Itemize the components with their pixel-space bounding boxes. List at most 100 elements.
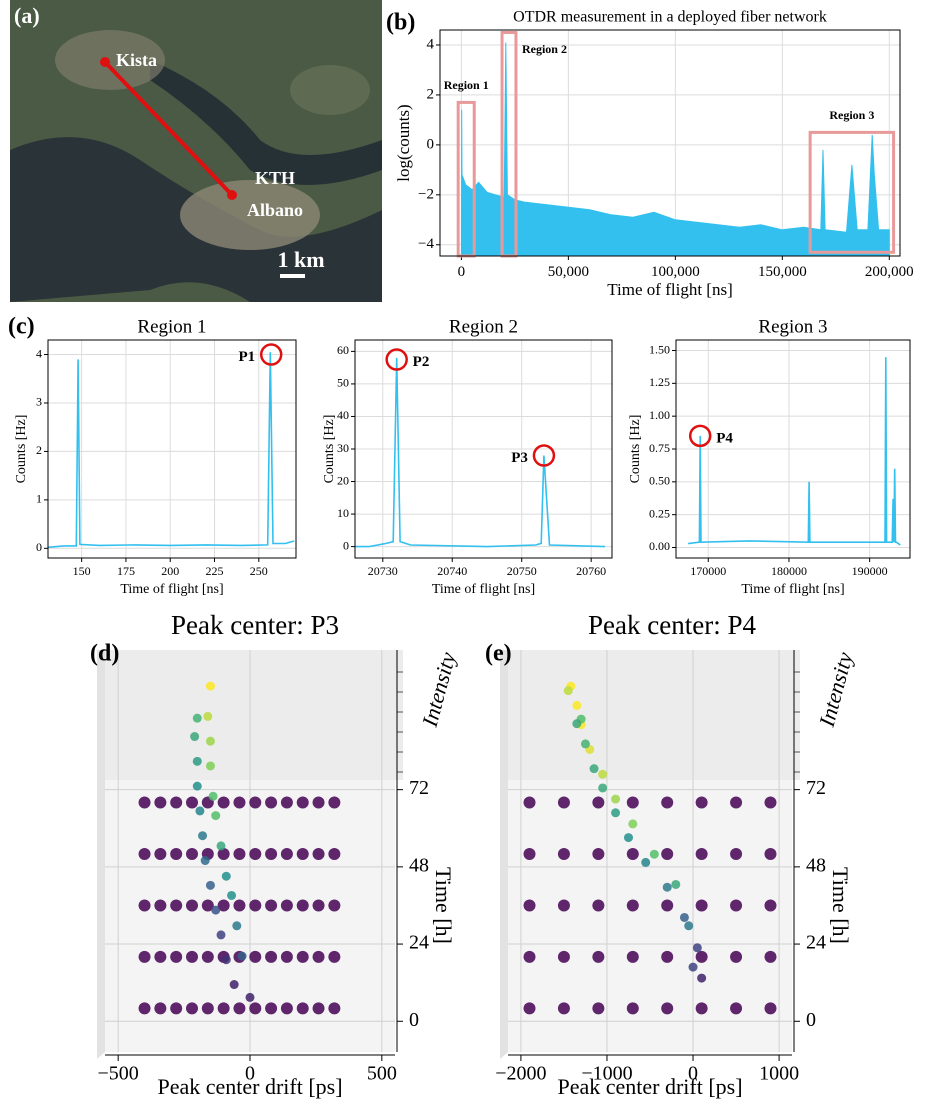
x-tick-label: 190000 bbox=[852, 564, 888, 578]
x-tick-label: 0 bbox=[458, 264, 466, 280]
y-tick-label: −4 bbox=[418, 236, 434, 252]
plot-frame bbox=[354, 339, 613, 559]
point bbox=[245, 992, 255, 1002]
side-wall bbox=[500, 650, 508, 1059]
point bbox=[764, 796, 777, 809]
point bbox=[695, 1002, 708, 1015]
y-tick-label: 2 bbox=[36, 443, 42, 457]
map-urban bbox=[55, 30, 165, 90]
point bbox=[192, 781, 202, 791]
point bbox=[249, 847, 262, 860]
map-panel: (a) Kista KTH Albano 1 km bbox=[10, 0, 382, 302]
point bbox=[661, 796, 674, 809]
point bbox=[296, 950, 309, 963]
y-tick-label: 24 bbox=[806, 932, 826, 954]
point bbox=[628, 819, 638, 829]
point bbox=[557, 847, 570, 860]
point bbox=[730, 847, 743, 860]
point bbox=[611, 794, 621, 804]
peak-marker bbox=[532, 444, 556, 467]
chart-title: Region 3 bbox=[758, 316, 827, 337]
x-axis-label: Time of flight [ns] bbox=[120, 582, 223, 597]
y-axis-label: Counts [Hz] bbox=[628, 415, 643, 484]
point bbox=[265, 899, 278, 912]
y-tick-label: 1.50 bbox=[649, 342, 670, 356]
floor bbox=[508, 780, 792, 1052]
y-tick-label: 0 bbox=[409, 1009, 419, 1031]
place-label: KTH bbox=[255, 168, 295, 188]
point bbox=[203, 711, 213, 721]
chart-title: OTDR measurement in a deployed fiber net… bbox=[513, 9, 827, 26]
x-tick-label: 0 bbox=[688, 1063, 698, 1085]
x-axis-label: Time of flight [ns] bbox=[432, 582, 535, 597]
point bbox=[138, 950, 151, 963]
chart-title: Region 2 bbox=[449, 316, 518, 337]
back-wall bbox=[500, 650, 800, 780]
point bbox=[154, 950, 167, 963]
plot-frame bbox=[439, 29, 901, 257]
point bbox=[192, 713, 202, 723]
point bbox=[296, 796, 309, 809]
point bbox=[221, 871, 231, 881]
y-tick-label: 60 bbox=[337, 343, 349, 357]
point bbox=[730, 950, 743, 963]
point bbox=[312, 899, 325, 912]
point bbox=[211, 905, 221, 915]
point bbox=[764, 847, 777, 860]
point bbox=[233, 1002, 246, 1015]
point bbox=[626, 899, 639, 912]
point bbox=[217, 899, 230, 912]
point bbox=[328, 899, 341, 912]
y-tick-label: 48 bbox=[806, 854, 826, 876]
point bbox=[589, 764, 599, 774]
y-tick-label: 2 bbox=[427, 86, 435, 102]
point bbox=[730, 1002, 743, 1015]
y-tick-label: 1.00 bbox=[649, 408, 670, 422]
point bbox=[557, 899, 570, 912]
y-axis-label: Time [h] bbox=[431, 867, 456, 944]
point bbox=[265, 796, 278, 809]
x-tick-label: 200 bbox=[161, 564, 179, 578]
place-label: Albano bbox=[247, 200, 303, 220]
point bbox=[265, 847, 278, 860]
peak-label: P4 bbox=[716, 430, 733, 446]
y-tick-label: 0 bbox=[806, 1009, 816, 1031]
x-tick-label: 1000 bbox=[759, 1063, 799, 1085]
panel-label: (b) bbox=[386, 10, 415, 36]
point bbox=[296, 1002, 309, 1015]
peak-label: P2 bbox=[413, 354, 430, 370]
point bbox=[205, 761, 215, 771]
point bbox=[328, 1002, 341, 1015]
x-tick-label: 225 bbox=[206, 564, 224, 578]
x-tick-label: 200,000 bbox=[865, 264, 914, 280]
chart-title: Peak center: P4 bbox=[588, 610, 756, 640]
point bbox=[592, 796, 605, 809]
point bbox=[170, 950, 183, 963]
point bbox=[623, 833, 633, 843]
point bbox=[626, 796, 639, 809]
point bbox=[249, 950, 262, 963]
point bbox=[138, 847, 151, 860]
point bbox=[611, 808, 621, 818]
point bbox=[280, 899, 293, 912]
point bbox=[764, 899, 777, 912]
point bbox=[201, 1002, 214, 1015]
x-tick-label: 180000 bbox=[771, 564, 807, 578]
x-tick-label: 150 bbox=[73, 564, 91, 578]
point bbox=[233, 847, 246, 860]
point bbox=[592, 899, 605, 912]
point bbox=[312, 847, 325, 860]
point bbox=[154, 899, 167, 912]
y-tick-label: 10 bbox=[337, 506, 349, 520]
x-tick-label: 100,000 bbox=[651, 264, 700, 280]
point bbox=[229, 980, 239, 990]
point bbox=[626, 1002, 639, 1015]
y-tick-label: −2 bbox=[418, 186, 434, 202]
point bbox=[216, 930, 226, 940]
y-tick-label: 40 bbox=[337, 408, 349, 422]
x-tick-label: 20730 bbox=[368, 564, 398, 578]
x-axis-label: Peak center drift [ps] bbox=[557, 1074, 742, 1099]
point bbox=[523, 847, 536, 860]
